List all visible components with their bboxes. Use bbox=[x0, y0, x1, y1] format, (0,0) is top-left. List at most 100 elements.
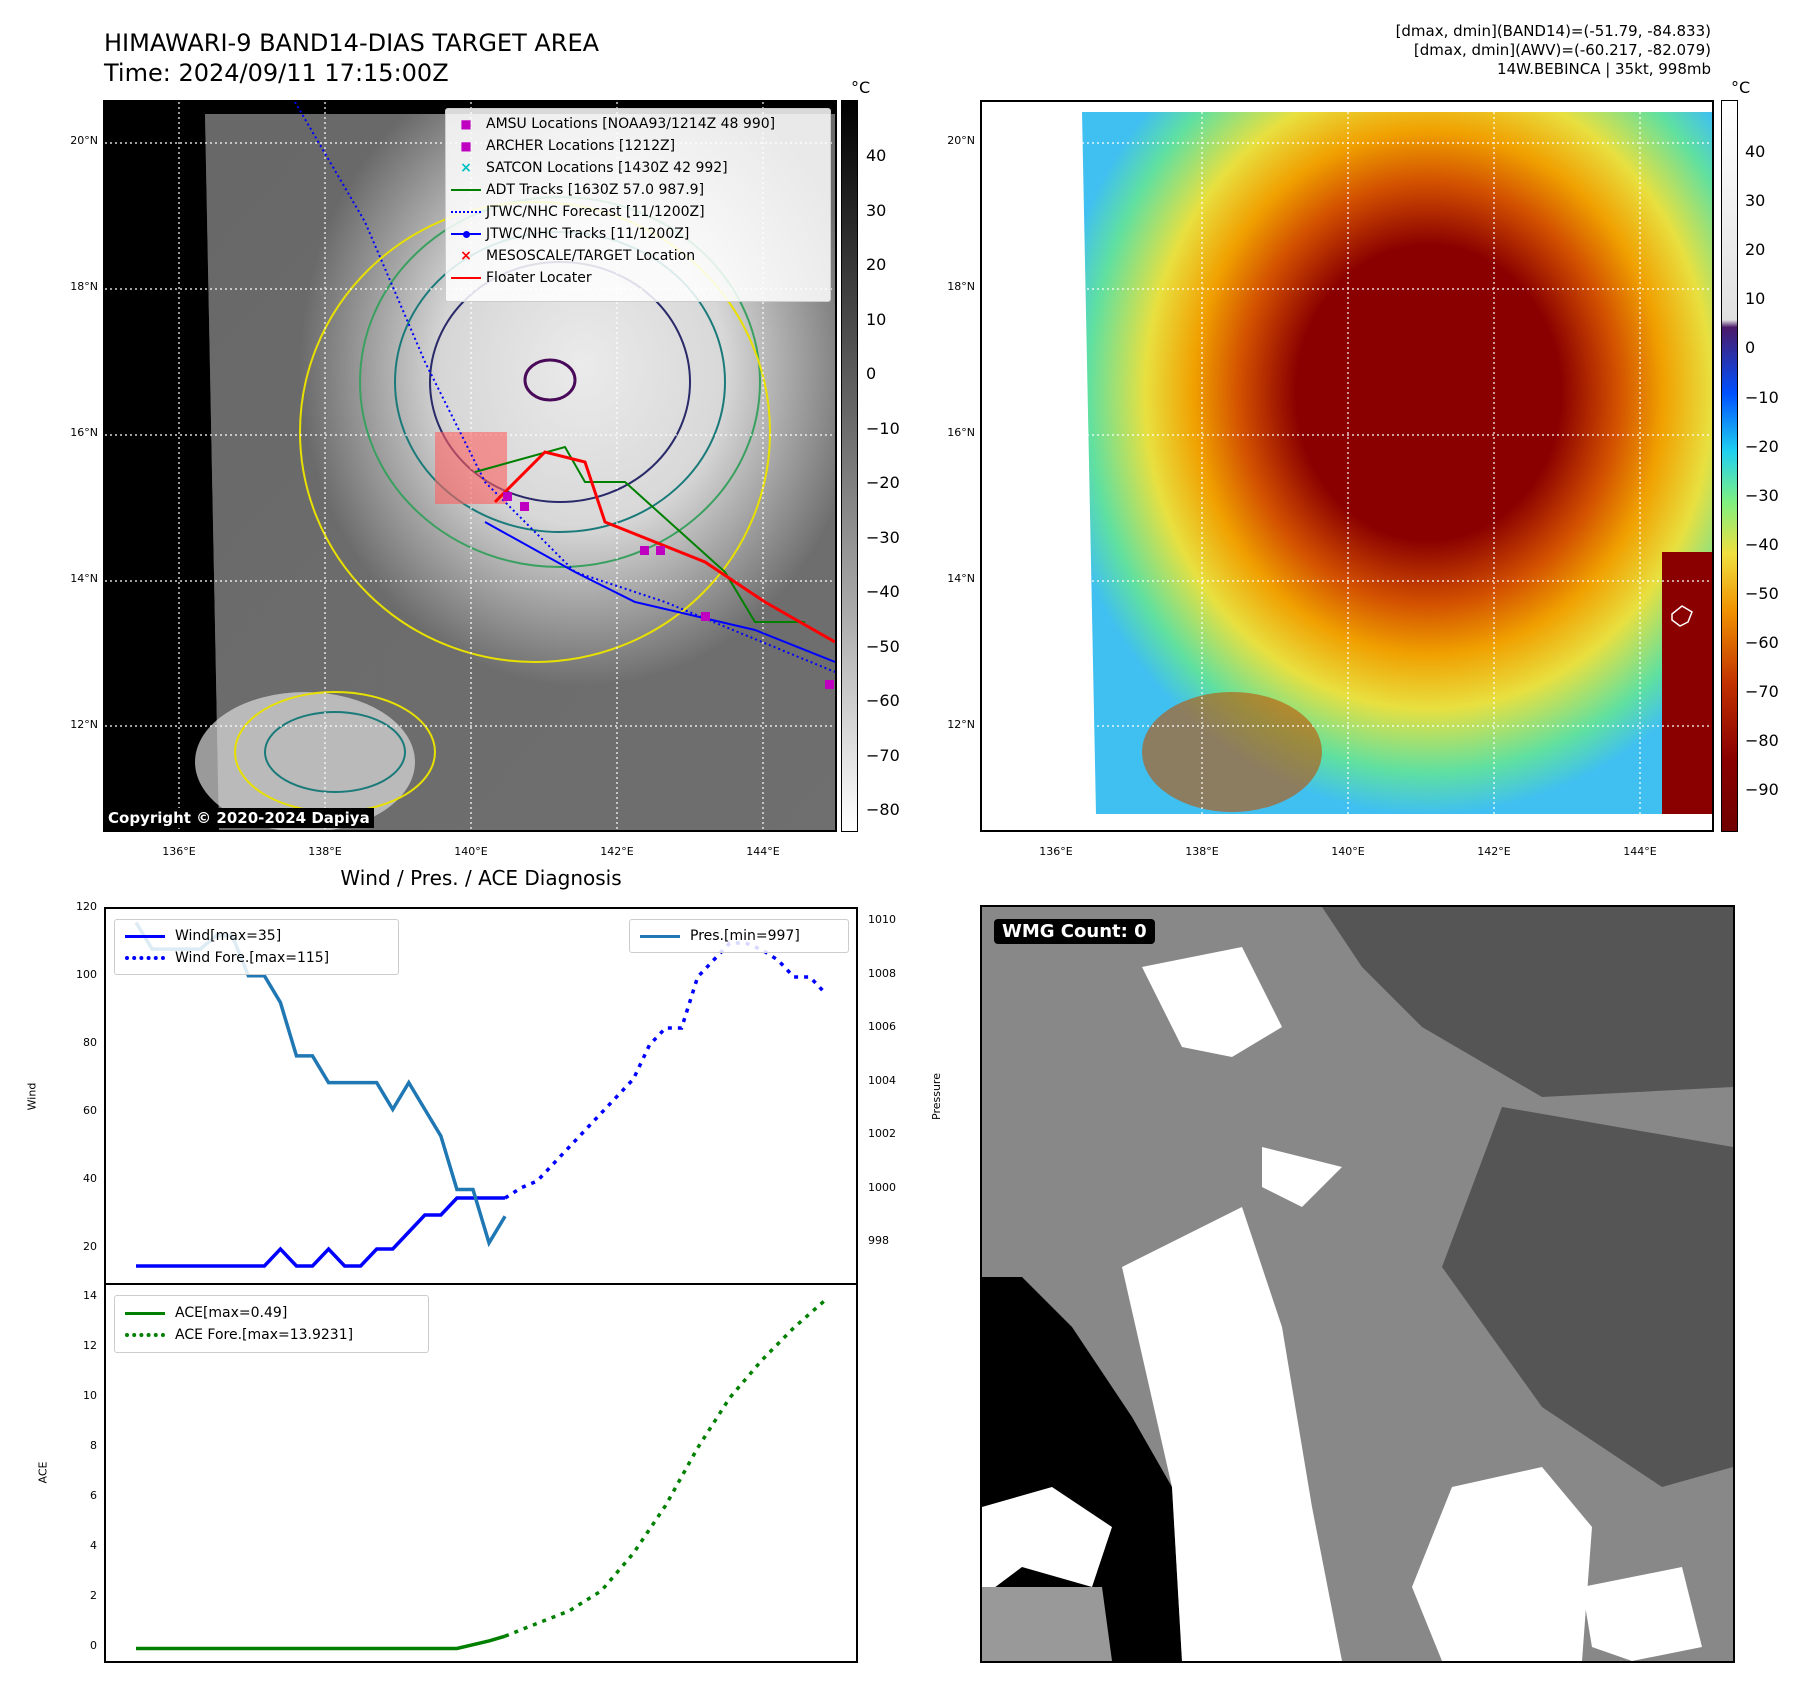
square-marker-icon: ■ bbox=[460, 117, 472, 131]
tick-label: −20 bbox=[1745, 436, 1779, 456]
pressure-tick-label: 1008 bbox=[868, 966, 896, 980]
lon-label: 140°E bbox=[454, 845, 488, 858]
wind-axis-label: Wind bbox=[25, 1082, 39, 1111]
tick-label: 30 bbox=[1745, 191, 1766, 211]
tick-label: −50 bbox=[866, 636, 900, 656]
tick-label: 40 bbox=[1745, 142, 1766, 161]
diagnosis-title: Wind / Pres. / ACE Diagnosis bbox=[340, 866, 622, 890]
colorbar-left bbox=[841, 100, 858, 832]
wmg-image bbox=[982, 907, 1733, 1661]
lon-label: 136°E bbox=[1039, 845, 1073, 858]
tick-label: −60 bbox=[1745, 633, 1779, 652]
legend-item-wind-forecast: Wind Fore.[max=115] bbox=[115, 947, 398, 969]
lat-label: 14°N bbox=[947, 572, 975, 585]
dotted-line-icon bbox=[115, 1333, 175, 1337]
stats-line2: [dmax, dmin](AWV)=(-60.217, -82.079) bbox=[1413, 41, 1711, 59]
legend-item-adt: ADT Tracks [1630Z 57.0 987.9] bbox=[446, 179, 830, 201]
tick-label: −60 bbox=[866, 691, 900, 710]
ace-series-line-1 bbox=[504, 1298, 828, 1638]
lat-label: 12°N bbox=[947, 718, 975, 731]
color-map-panel bbox=[980, 100, 1714, 832]
pressure-tick-label: 1006 bbox=[868, 1020, 896, 1034]
pressure-axis-label: Pressure bbox=[929, 1073, 943, 1120]
lat-label: 16°N bbox=[70, 426, 98, 439]
lon-label: 142°E bbox=[1477, 845, 1511, 858]
ace-tick-label: 6 bbox=[90, 1489, 97, 1503]
wmg-count-badge: WMG Count: 0 bbox=[994, 919, 1155, 944]
series-line-0 bbox=[136, 1196, 506, 1268]
pressure-tick-label: 1000 bbox=[868, 1180, 896, 1194]
legend-item-pressure: Pres.[min=997] bbox=[630, 925, 848, 947]
wind-legend: Wind[max=35] Wind Fore.[max=115] bbox=[114, 919, 399, 975]
legend-item-satcon: × SATCON Locations [1430Z 42 992] bbox=[446, 157, 830, 179]
ace-legend: ACE[max=0.49] ACE Fore.[max=13.9231] bbox=[114, 1295, 429, 1353]
ace-tick-label: 4 bbox=[90, 1539, 97, 1553]
wind-tick-label: 120 bbox=[76, 900, 97, 913]
ace-tick-label: 12 bbox=[83, 1338, 97, 1352]
pressure-legend: Pres.[min=997] bbox=[629, 919, 849, 953]
wind-tick-label: 40 bbox=[83, 1172, 97, 1185]
wind-tick-label: 20 bbox=[83, 1240, 97, 1253]
tick-label: −90 bbox=[1745, 780, 1779, 800]
colorbar-unit-right: °C bbox=[1731, 78, 1751, 97]
dotted-line-icon bbox=[115, 956, 175, 960]
lat-label: 18°N bbox=[947, 280, 975, 293]
legend-item-wind: Wind[max=35] bbox=[115, 925, 398, 947]
tick-label: 20 bbox=[866, 255, 887, 274]
tick-label: −70 bbox=[866, 745, 900, 765]
tick-label: −20 bbox=[866, 473, 900, 492]
tick-label: 10 bbox=[866, 309, 887, 329]
pressure-tick-label: 998 bbox=[868, 1233, 889, 1247]
lon-label: 140°E bbox=[1331, 845, 1365, 858]
line-marker-icon bbox=[630, 934, 690, 938]
colorbar-right bbox=[1721, 100, 1738, 832]
tick-label: 10 bbox=[1745, 289, 1766, 309]
legend-item-amsu: ■ AMSU Locations [NOAA93/1214Z 48 990] bbox=[446, 113, 830, 135]
lon-label: 144°E bbox=[746, 845, 780, 858]
lon-label: 138°E bbox=[308, 845, 342, 858]
ace-tick-label: 8 bbox=[90, 1438, 97, 1452]
ace-axis-label: ACE bbox=[36, 1461, 50, 1484]
stats-line3: 14W.BEBINCA | 35kt, 998mb bbox=[1497, 60, 1711, 78]
wind-tick-label: 60 bbox=[83, 1104, 97, 1117]
pressure-tick-label: 1010 bbox=[868, 913, 896, 927]
colorbar-unit-left: °C bbox=[851, 78, 871, 97]
wind-tick-label: 100 bbox=[76, 968, 97, 981]
ir-map-panel: ■ AMSU Locations [NOAA93/1214Z 48 990] ■ A… bbox=[103, 100, 837, 832]
tick-label: 0 bbox=[1745, 338, 1756, 358]
series-line-1 bbox=[504, 941, 828, 1200]
figure-title: HIMAWARI-9 BAND14-DIAS TARGET AREA Time:… bbox=[104, 28, 599, 88]
figure-title-line2: Time: 2024/09/11 17:15:00Z bbox=[104, 59, 449, 87]
tick-label: 30 bbox=[866, 200, 887, 220]
ace-plot bbox=[136, 1298, 828, 1651]
lat-label: 18°N bbox=[70, 280, 98, 293]
lon-label: 142°E bbox=[600, 845, 634, 858]
tick-label: −30 bbox=[866, 527, 900, 547]
tick-label: −10 bbox=[1745, 387, 1779, 407]
line-marker-icon bbox=[446, 277, 486, 279]
copyright-badge: Copyright © 2020-2024 Dapiya bbox=[104, 808, 374, 828]
tick-label: −70 bbox=[1745, 682, 1779, 702]
legend-item-floater: Floater Locater bbox=[446, 267, 830, 289]
tick-label: −30 bbox=[1745, 485, 1779, 505]
tick-label: −50 bbox=[1745, 583, 1779, 603]
cross-marker-icon: × bbox=[460, 160, 472, 176]
tick-label: −10 bbox=[866, 418, 900, 438]
pressure-tick-label: 1004 bbox=[868, 1073, 896, 1087]
stats-line1: [dmax, dmin](BAND14)=(-51.79, -84.833) bbox=[1395, 22, 1711, 40]
legend-item-ace-forecast: ACE Fore.[max=13.9231] bbox=[115, 1324, 428, 1346]
map-legend: ■ AMSU Locations [NOAA93/1214Z 48 990] ■ A… bbox=[445, 108, 831, 302]
line-marker-icon bbox=[115, 934, 175, 938]
figure-title-line1: HIMAWARI-9 BAND14-DIAS TARGET AREA bbox=[104, 29, 600, 57]
lat-label: 16°N bbox=[947, 426, 975, 439]
tick-label: −40 bbox=[866, 582, 900, 601]
legend-item-forecast: JTWC/NHC Forecast [11/1200Z] bbox=[446, 201, 830, 223]
legend-item-tracks: JTWC/NHC Tracks [11/1200Z] bbox=[446, 223, 830, 245]
ace-panel: ACE[max=0.49] ACE Fore.[max=13.9231] bbox=[104, 1283, 858, 1663]
lat-label: 20°N bbox=[70, 134, 98, 147]
wind-pressure-panel: Wind[max=35] Wind Fore.[max=115] Pres.[m… bbox=[104, 907, 858, 1285]
ace-tick-label: 10 bbox=[83, 1388, 97, 1402]
color-map-image bbox=[982, 102, 1712, 830]
tick-label: 0 bbox=[866, 364, 877, 383]
ace-tick-label: 0 bbox=[90, 1639, 97, 1653]
